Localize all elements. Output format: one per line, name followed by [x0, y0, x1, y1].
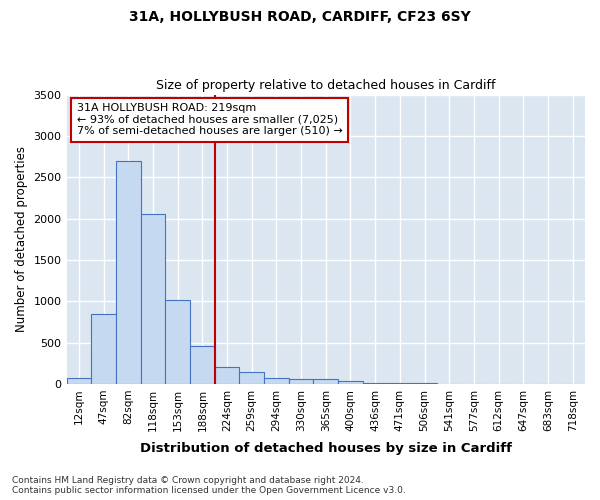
Bar — [91, 314, 116, 384]
Text: 31A, HOLLYBUSH ROAD, CARDIFF, CF23 6SY: 31A, HOLLYBUSH ROAD, CARDIFF, CF23 6SY — [129, 10, 471, 24]
Bar — [67, 378, 91, 384]
Text: Contains HM Land Registry data © Crown copyright and database right 2024.
Contai: Contains HM Land Registry data © Crown c… — [12, 476, 406, 495]
Bar — [363, 382, 388, 384]
Bar — [313, 380, 338, 384]
Bar — [140, 214, 165, 384]
Bar — [116, 160, 140, 384]
Bar — [388, 383, 412, 384]
Title: Size of property relative to detached houses in Cardiff: Size of property relative to detached ho… — [156, 79, 496, 92]
Bar — [264, 378, 289, 384]
X-axis label: Distribution of detached houses by size in Cardiff: Distribution of detached houses by size … — [140, 442, 512, 455]
Bar — [215, 366, 239, 384]
Bar — [239, 372, 264, 384]
Bar — [338, 382, 363, 384]
Text: 31A HOLLYBUSH ROAD: 219sqm
← 93% of detached houses are smaller (7,025)
7% of se: 31A HOLLYBUSH ROAD: 219sqm ← 93% of deta… — [77, 103, 343, 136]
Y-axis label: Number of detached properties: Number of detached properties — [15, 146, 28, 332]
Bar — [190, 346, 215, 384]
Bar — [289, 378, 313, 384]
Bar — [165, 300, 190, 384]
